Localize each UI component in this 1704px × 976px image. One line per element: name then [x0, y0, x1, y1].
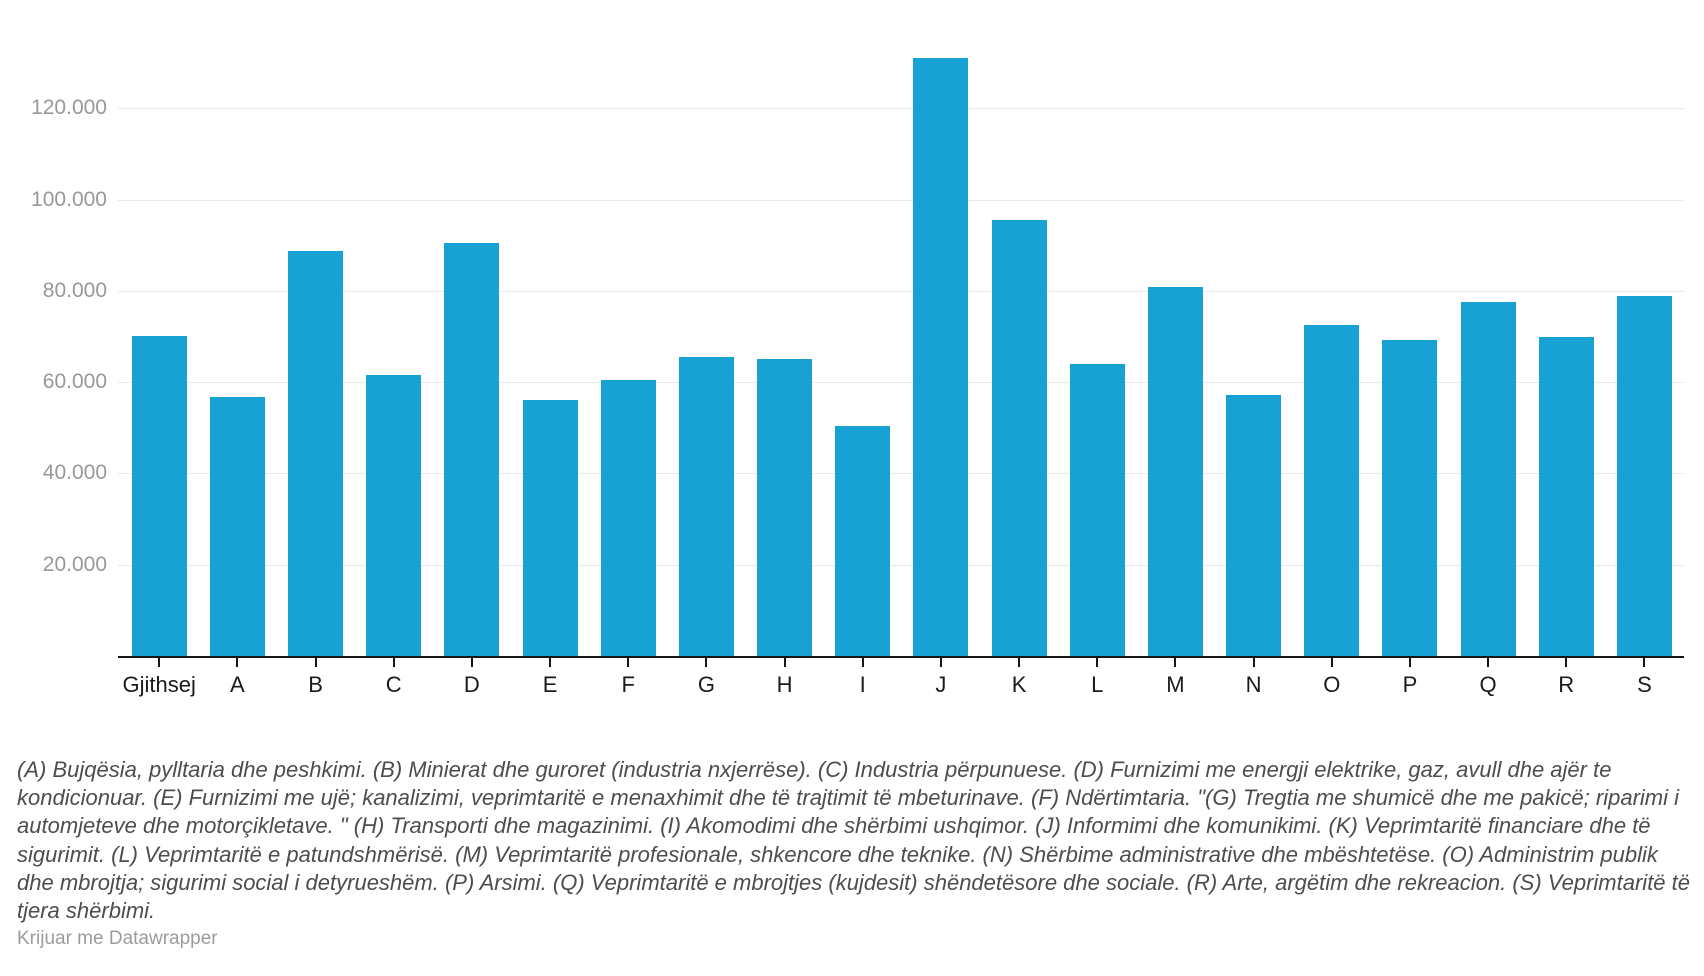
- x-tick-mark: [549, 658, 552, 667]
- gridline-60.000: [118, 382, 1684, 384]
- y-axis-label: 100.000: [31, 187, 107, 211]
- bar-H[interactable]: [757, 358, 813, 656]
- bar-Q[interactable]: [1460, 301, 1516, 656]
- x-axis-label-A: A: [230, 672, 245, 697]
- bar-M[interactable]: [1147, 286, 1203, 656]
- x-tick-mark: [314, 658, 317, 667]
- x-tick-mark: [1018, 658, 1021, 667]
- x-axis-label-R: R: [1558, 672, 1575, 697]
- x-axis-label-Gjithsej: Gjithsej: [122, 672, 196, 697]
- x-axis-label-C: C: [385, 672, 402, 697]
- datawrapper-attribution: Krijuar me Datawrapper: [17, 928, 218, 949]
- x-tick-mark: [1174, 658, 1177, 667]
- bar-S[interactable]: [1616, 295, 1672, 656]
- x-axis-label-N: N: [1245, 672, 1262, 697]
- y-axis-label: 80.000: [42, 278, 107, 302]
- bar-B[interactable]: [288, 250, 344, 656]
- bar-K[interactable]: [991, 220, 1047, 656]
- x-axis-label-E: E: [542, 672, 558, 697]
- bar-chart: 20.000 40.000 60.000 80.000 100.000 120.000 Gj…: [31, 57, 1684, 697]
- bar-C[interactable]: [366, 375, 422, 656]
- bar-Gjithsej[interactable]: [131, 336, 187, 656]
- x-axis-line: [118, 656, 1684, 658]
- y-axis-label: 40.000: [42, 461, 107, 485]
- bar-I[interactable]: [835, 425, 891, 656]
- bar-E[interactable]: [522, 399, 578, 656]
- x-tick-mark: [1643, 658, 1646, 667]
- x-axis-label-S: S: [1637, 672, 1652, 697]
- chart-notes: (A) Bujqësia, pylltaria dhe peshkimi. (B…: [17, 757, 1690, 924]
- gridline-40.000: [118, 473, 1684, 475]
- bar-P[interactable]: [1382, 339, 1438, 656]
- x-axis-label-P: P: [1402, 672, 1418, 697]
- x-axis-label-H: H: [776, 672, 793, 697]
- y-axis-label: 120.000: [31, 96, 107, 120]
- x-tick-mark: [236, 658, 239, 667]
- x-tick-mark: [783, 658, 786, 667]
- x-tick-mark: [861, 658, 864, 667]
- x-tick-mark: [1252, 658, 1255, 667]
- bar-D[interactable]: [444, 243, 500, 656]
- x-tick-mark: [1565, 658, 1568, 667]
- x-tick-mark: [1096, 658, 1099, 667]
- x-tick-mark: [470, 658, 473, 667]
- y-axis-label: 60.000: [42, 370, 107, 394]
- x-axis-label-M: M: [1166, 672, 1185, 697]
- bar-O[interactable]: [1304, 325, 1360, 656]
- x-axis-label-L: L: [1091, 672, 1104, 697]
- gridline-120.000: [118, 108, 1684, 110]
- x-tick-mark: [1330, 658, 1333, 667]
- x-tick-mark: [392, 658, 395, 667]
- y-axis-label: 20.000: [42, 552, 107, 576]
- bar-G[interactable]: [678, 356, 734, 656]
- x-tick-mark: [158, 658, 161, 667]
- bar-N[interactable]: [1226, 394, 1282, 656]
- x-axis-label-B: B: [308, 672, 323, 697]
- x-axis-label-I: I: [859, 672, 866, 697]
- x-axis-label-F: F: [621, 672, 635, 697]
- x-axis-label-J: J: [935, 672, 947, 697]
- x-axis-label-O: O: [1323, 672, 1341, 697]
- x-tick-mark: [939, 658, 942, 667]
- bar-F[interactable]: [600, 380, 656, 656]
- x-tick-mark: [1408, 658, 1411, 667]
- gridline-20.000: [118, 564, 1684, 566]
- x-axis-label-Q: Q: [1479, 672, 1497, 697]
- x-axis-label-D: D: [463, 672, 480, 697]
- x-axis-label-G: G: [697, 672, 715, 697]
- gridline-80.000: [118, 290, 1684, 292]
- bar-J[interactable]: [913, 57, 969, 656]
- x-tick-mark: [627, 658, 630, 667]
- x-tick-mark: [705, 658, 708, 667]
- x-tick-mark: [1487, 658, 1490, 667]
- x-axis-label-K: K: [1011, 672, 1027, 697]
- bar-R[interactable]: [1538, 337, 1594, 656]
- bar-L[interactable]: [1069, 363, 1125, 656]
- bar-A[interactable]: [209, 396, 265, 656]
- gridline-100.000: [118, 199, 1684, 201]
